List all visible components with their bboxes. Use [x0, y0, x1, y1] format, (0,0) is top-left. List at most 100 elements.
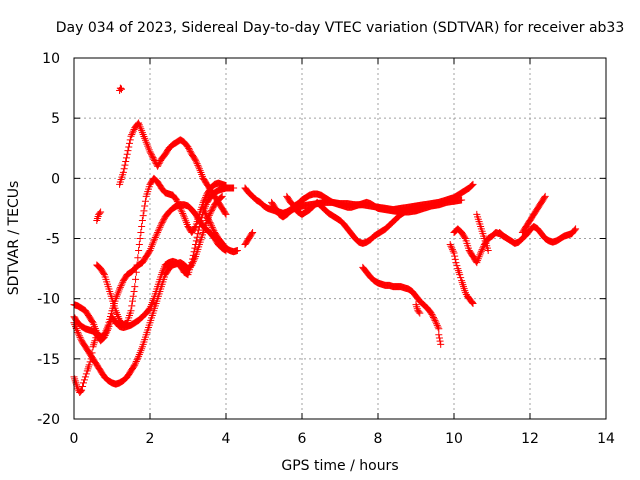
data-point [541, 192, 549, 200]
data-point [77, 387, 85, 395]
data-point [178, 208, 186, 216]
data-point [451, 252, 459, 260]
data-point [141, 197, 149, 205]
data-point [85, 361, 93, 369]
data-point [433, 321, 441, 329]
data-point [185, 144, 193, 152]
data-point [151, 234, 159, 242]
data-point [106, 315, 114, 323]
data-point [120, 165, 128, 173]
data-point [132, 275, 140, 283]
data-point [80, 379, 87, 387]
data-markers [70, 84, 580, 397]
data-point [154, 162, 162, 170]
data-point [129, 297, 137, 305]
data-point [205, 216, 213, 224]
data-point [184, 143, 192, 151]
data-point [150, 237, 158, 245]
y-tick-label: 5 [51, 111, 60, 127]
data-point [91, 337, 99, 345]
data-point [188, 261, 196, 269]
data-point [469, 180, 477, 188]
data-point [186, 147, 194, 155]
data-point [133, 261, 141, 269]
data-point [192, 158, 200, 166]
data-point [478, 246, 486, 254]
data-point [437, 340, 445, 348]
x-tick-label: 12 [521, 431, 539, 447]
data-point [477, 249, 485, 257]
data-point [435, 325, 443, 333]
x-axis-label: GPS time / hours [281, 458, 398, 474]
data-point [189, 258, 197, 266]
data-point [135, 241, 143, 249]
data-point [230, 184, 238, 192]
data-point [154, 161, 162, 169]
data-point [428, 311, 436, 319]
data-point [151, 157, 159, 165]
data-point [190, 256, 198, 264]
data-point [477, 247, 485, 255]
data-point [116, 285, 124, 293]
data-point [145, 305, 153, 313]
data-point [484, 247, 492, 255]
series-arc-17 [446, 241, 477, 307]
data-point [191, 254, 199, 262]
data-point [75, 330, 83, 338]
data-point [88, 349, 96, 357]
data-point [202, 192, 210, 200]
data-point [132, 359, 140, 367]
data-point [448, 246, 456, 254]
data-point [433, 320, 441, 328]
series-arc-10 [116, 84, 125, 94]
data-point [450, 249, 458, 257]
series-arc-21 [496, 228, 511, 242]
data-point [151, 235, 159, 243]
data-point [119, 168, 127, 176]
data-point [218, 192, 226, 200]
data-point [156, 158, 164, 166]
data-point [173, 198, 181, 206]
data-point [207, 208, 215, 216]
data-point [155, 159, 163, 167]
data-point [221, 209, 229, 217]
data-point [199, 204, 207, 212]
data-point [461, 233, 469, 241]
data-point [191, 244, 199, 252]
data-point [222, 182, 230, 190]
data-point [152, 232, 160, 240]
data-point [436, 337, 444, 345]
data-point [128, 131, 136, 139]
data-point [75, 332, 83, 340]
series-arc-8 [241, 228, 257, 249]
data-point [150, 155, 158, 163]
data-point [208, 205, 216, 213]
series-arc-16 [435, 331, 445, 348]
data-point [160, 216, 168, 224]
data-point [107, 310, 115, 318]
data-point [147, 149, 155, 157]
data-point [134, 254, 142, 262]
data-point [191, 224, 199, 232]
data-point [191, 155, 199, 163]
data-point [123, 150, 131, 158]
data-point [127, 132, 135, 140]
data-point [435, 331, 443, 339]
data-point [469, 299, 477, 307]
data-point [209, 204, 217, 212]
x-tick-label: 4 [222, 431, 231, 447]
data-point [249, 228, 257, 236]
data-point [186, 146, 194, 154]
data-point [503, 235, 511, 242]
data-point [194, 230, 202, 238]
series-arc-9 [93, 208, 105, 224]
data-point [176, 203, 184, 211]
data-point [202, 211, 210, 219]
data-point [81, 373, 89, 381]
data-point [176, 204, 184, 212]
grid [74, 58, 606, 419]
data-point [138, 216, 146, 224]
data-point [96, 209, 104, 217]
data-point [125, 139, 133, 147]
data-point [121, 161, 129, 169]
